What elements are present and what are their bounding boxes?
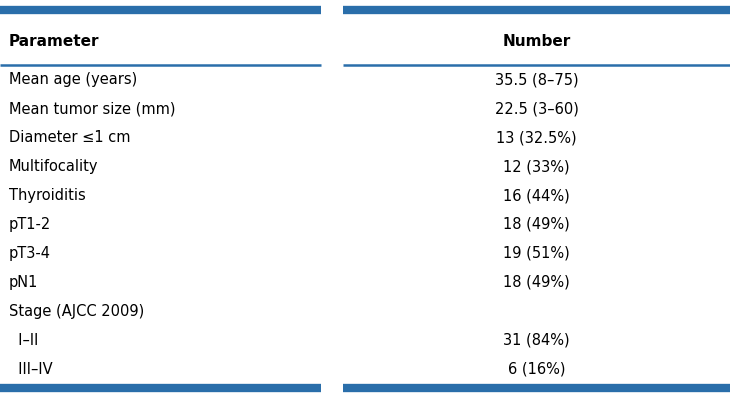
Text: 18 (49%): 18 (49%) [503, 217, 570, 232]
Text: III–IV: III–IV [9, 361, 53, 377]
Text: Number: Number [502, 34, 571, 49]
Text: 18 (49%): 18 (49%) [503, 275, 570, 290]
Text: I–II: I–II [9, 333, 38, 348]
Text: 35.5 (8–75): 35.5 (8–75) [495, 72, 578, 87]
Text: 19 (51%): 19 (51%) [503, 246, 570, 261]
Text: Thyroiditis: Thyroiditis [9, 188, 85, 203]
Text: pT1-2: pT1-2 [9, 217, 51, 232]
Text: Diameter ≤1 cm: Diameter ≤1 cm [9, 130, 130, 145]
Text: 13 (32.5%): 13 (32.5%) [496, 130, 577, 145]
Text: Mean age (years): Mean age (years) [9, 72, 137, 87]
Text: Stage (AJCC 2009): Stage (AJCC 2009) [9, 304, 144, 319]
Text: 16 (44%): 16 (44%) [503, 188, 570, 203]
Text: Multifocality: Multifocality [9, 159, 99, 174]
Text: Mean tumor size (mm): Mean tumor size (mm) [9, 101, 175, 116]
Text: pT3-4: pT3-4 [9, 246, 51, 261]
Text: Parameter: Parameter [9, 34, 99, 49]
Text: 22.5 (3–60): 22.5 (3–60) [495, 101, 578, 116]
Text: 31 (84%): 31 (84%) [503, 333, 570, 348]
Text: 12 (33%): 12 (33%) [503, 159, 570, 174]
Text: pN1: pN1 [9, 275, 38, 290]
Text: 6 (16%): 6 (16%) [508, 361, 565, 377]
